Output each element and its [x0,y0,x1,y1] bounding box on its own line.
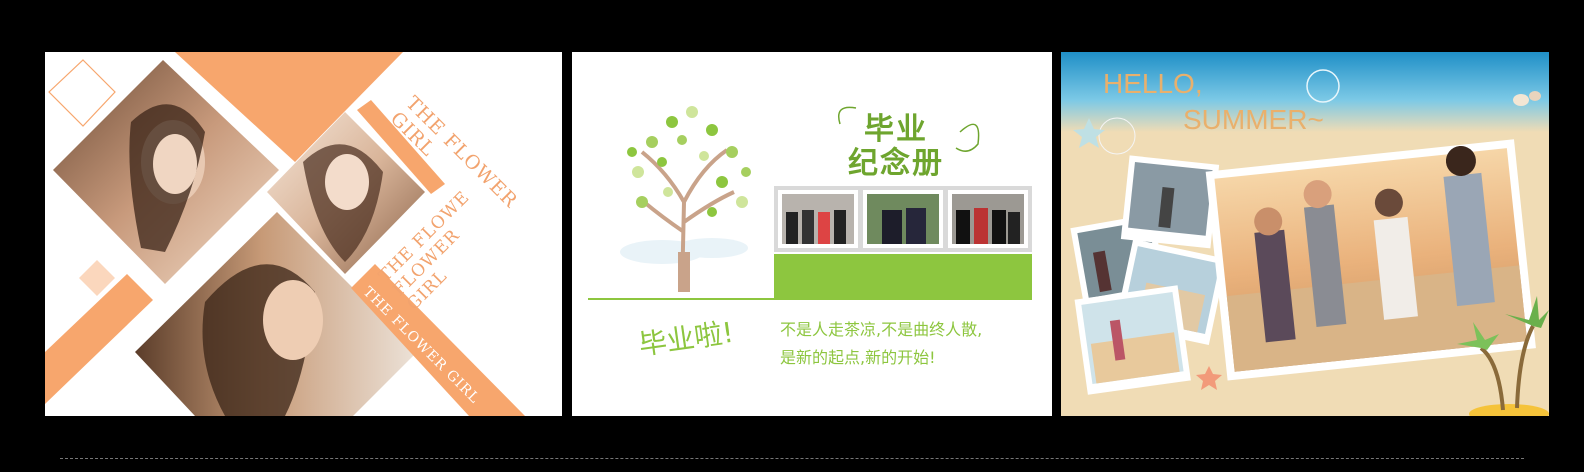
shell-icon [1529,91,1541,101]
summer-artwork [1061,52,1549,416]
small-diamond [79,260,115,296]
palm-leaves [1457,322,1499,350]
graduation-artwork [588,106,1032,300]
bubble [1098,117,1136,155]
headline-hello: HELLO, [1103,68,1203,99]
palm-trunk [1479,325,1535,411]
sea-background [1061,52,1549,132]
orange-band-top [175,52,403,162]
grad-photo-2 [867,194,939,244]
main-group-photo [1205,139,1536,381]
summer-slide[interactable]: HELLO, SUMMER~ [1061,52,1549,416]
grad-photo-3 [952,194,1024,244]
green-bar [774,254,1032,300]
palm-leaves [1505,296,1549,328]
body-text-line1: 不是人走茶凉,不是曲终人散, [780,320,983,339]
starfish-icon [1073,118,1105,148]
starfish-icon [1196,366,1222,390]
island [1469,404,1549,416]
flower-girl-artwork [45,52,525,416]
headline-summer: SUMMER~ [1183,104,1324,135]
photo-woman-bottom [135,212,417,416]
polaroid-2 [1120,155,1220,249]
body-text-line2: 是新的起点,新的开始! [780,348,936,367]
polaroid-4 [1074,285,1191,395]
orange-band-bottom [351,264,525,416]
grad-photo-1 [782,194,854,244]
orange-stripe [357,100,445,194]
bubble [1306,69,1340,103]
graduation-slide[interactable]: 毕业 纪念册 毕业啦! 不是人走茶凉,不是曲终人散, 是新的起点,新的开始! [572,52,1052,416]
shell-icon [1513,94,1529,106]
flower-girl-slide[interactable]: THE FLOWER GIRL THE FLOWE FLOWER GIRL TH… [45,52,562,416]
photo-woman-left [53,60,279,284]
album-title-line1: 毕业 [864,112,928,147]
tree-illustration [620,106,751,293]
album-title-line2: 纪念册 [848,146,944,181]
dashed-separator [60,458,1524,459]
outline-diamond [48,59,116,127]
photo-woman-right [267,112,425,274]
orange-band-left [45,274,153,404]
title-flourish [838,106,980,152]
